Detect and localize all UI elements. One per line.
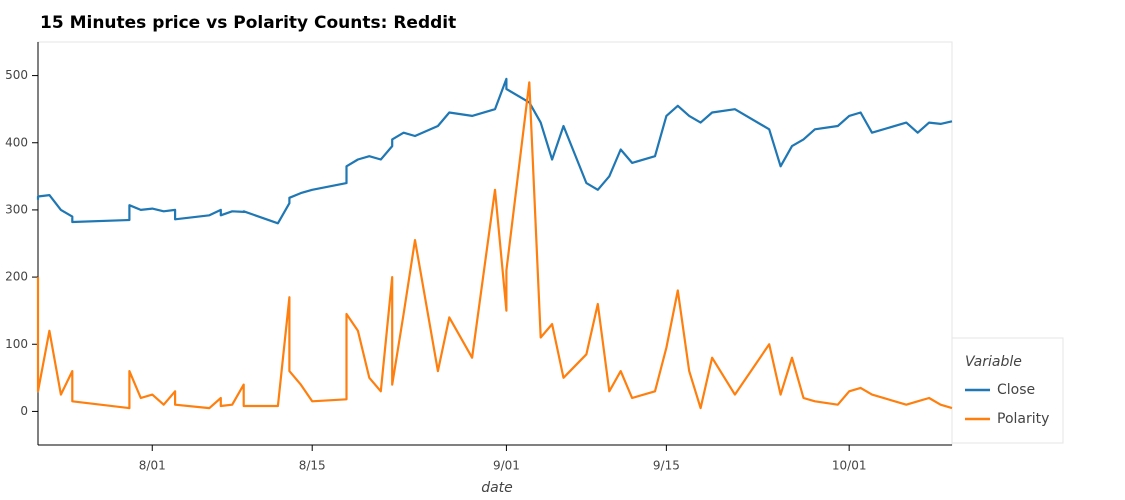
x-tick-label: 9/15: [653, 459, 680, 473]
x-tick-label: 8/15: [299, 459, 326, 473]
x-tick-label: 9/01: [493, 459, 520, 473]
legend-label: Polarity: [997, 411, 1049, 427]
y-tick-label: 200: [5, 270, 28, 284]
line: [36, 77, 953, 225]
chart-title: 15 Minutes price vs Polarity Counts: Red…: [40, 13, 456, 33]
line: [36, 81, 953, 410]
x-axis-label: date: [481, 480, 513, 496]
y-tick-label: 100: [5, 337, 28, 351]
y-tick-label: 0: [20, 404, 28, 418]
x-tick-label: 8/01: [139, 459, 166, 473]
y-tick-label: 500: [5, 68, 28, 82]
y-tick-label: 400: [5, 135, 28, 149]
plot-frame: [37, 41, 953, 446]
legend-title: Variable: [965, 354, 1022, 370]
legend-label: Close: [997, 382, 1035, 398]
y-tick-label: 300: [5, 202, 28, 216]
x-tick-label: 10/01: [832, 459, 867, 473]
